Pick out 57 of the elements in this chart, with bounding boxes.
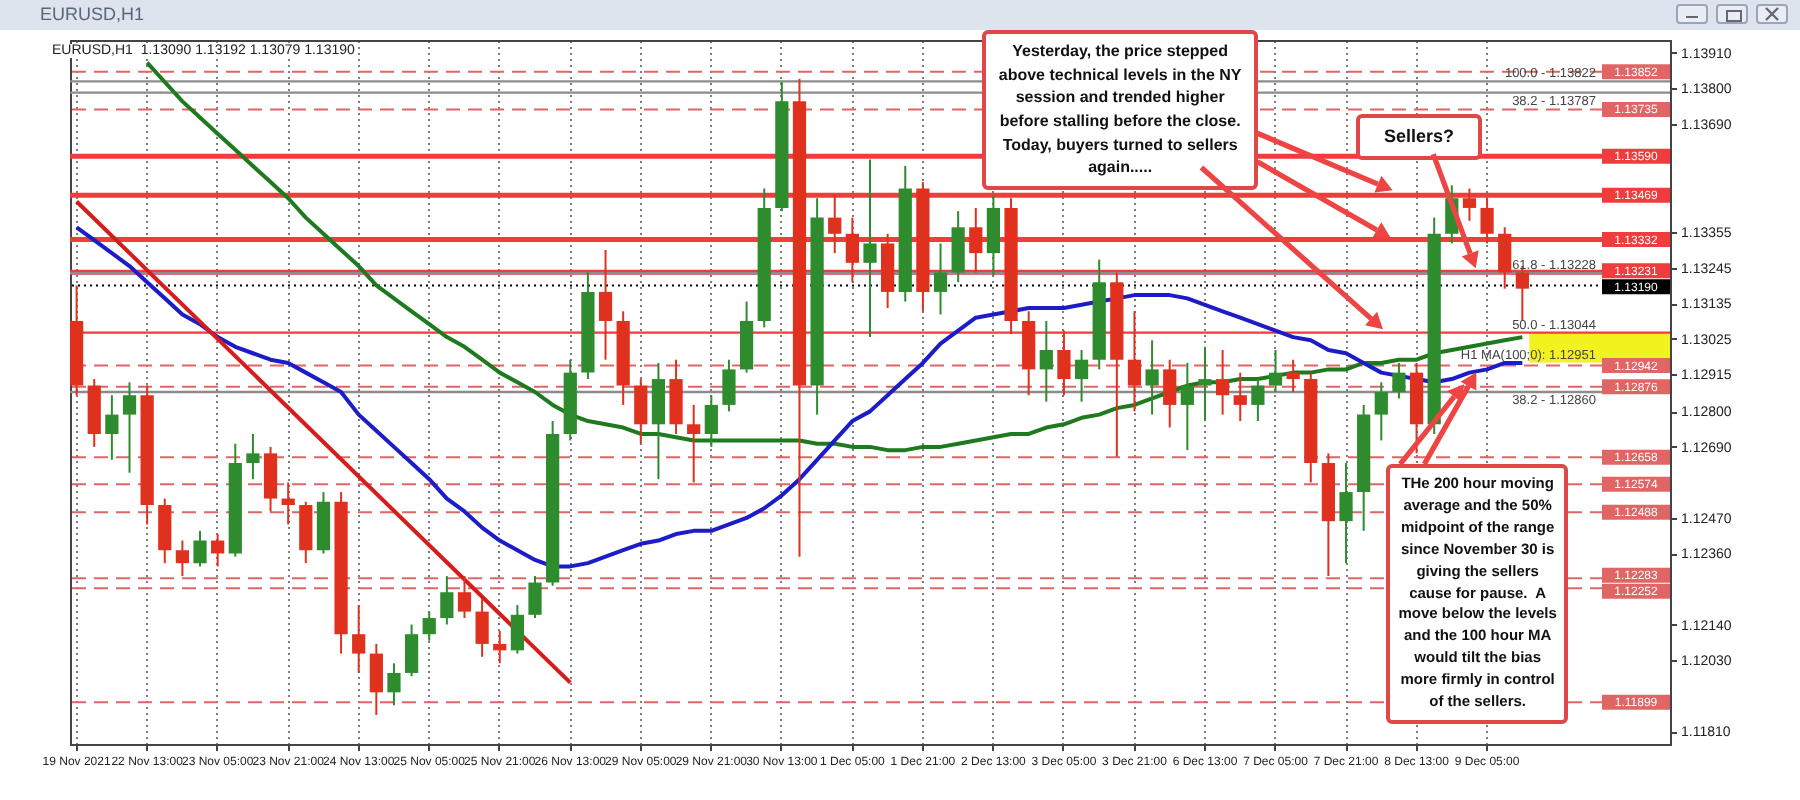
annotation: Yesterday, the price stepped above technical levels in the NY session and trended higher before stalling before the close. Today, buyers turned to sellers again..... xyxy=(982,30,1258,190)
candlestick xyxy=(299,500,313,565)
candlestick xyxy=(158,497,172,565)
candlestick xyxy=(704,394,718,448)
candlestick xyxy=(422,610,436,642)
candlestick xyxy=(598,248,613,361)
candlestick xyxy=(845,216,859,284)
candlestick xyxy=(634,378,648,445)
candlestick xyxy=(651,361,666,481)
candlestick xyxy=(404,623,419,678)
candlestick xyxy=(105,394,119,461)
candlestick xyxy=(1145,339,1159,416)
candlestick xyxy=(369,642,383,716)
candlestick xyxy=(687,403,701,484)
candlestick xyxy=(986,194,1001,277)
candlestick xyxy=(1462,187,1477,222)
candlestick xyxy=(263,445,278,513)
candlestick xyxy=(440,575,454,626)
candlestick xyxy=(1374,381,1388,442)
candlestick xyxy=(193,529,207,568)
candlestick xyxy=(387,662,401,707)
candlestick xyxy=(1074,349,1089,403)
candlestick xyxy=(1233,371,1247,423)
candlestick xyxy=(528,575,542,620)
candlestick xyxy=(1251,378,1265,423)
candlestick xyxy=(475,597,489,658)
candlestick xyxy=(1057,329,1071,397)
candlestick xyxy=(1198,345,1212,423)
candlestick xyxy=(828,194,842,255)
candlestick xyxy=(1127,310,1142,413)
candlestick xyxy=(1392,361,1406,400)
candlestick xyxy=(211,533,225,568)
candlestick xyxy=(1498,226,1512,290)
candlestick xyxy=(951,210,965,284)
candlestick xyxy=(1039,319,1053,403)
candlestick xyxy=(457,575,472,620)
candlestick xyxy=(493,629,507,665)
candlestick xyxy=(1286,358,1300,393)
candlestick xyxy=(246,432,260,481)
candlestick xyxy=(933,242,948,316)
annotation: Sellers? xyxy=(1355,114,1482,161)
candlestick xyxy=(669,358,683,435)
candlestick xyxy=(722,358,736,413)
candlestick xyxy=(1480,197,1494,245)
candlestick xyxy=(281,481,295,526)
candlestick xyxy=(863,158,877,339)
chart-title: EURUSD,H1 xyxy=(40,4,145,24)
candlestick xyxy=(969,206,983,274)
candlestick xyxy=(352,604,366,674)
candlestick xyxy=(1180,361,1194,452)
candlestick xyxy=(510,604,524,655)
candlestick xyxy=(1216,349,1230,416)
candlestick xyxy=(1163,358,1177,429)
candlestick xyxy=(1268,349,1283,393)
candlestick xyxy=(1339,462,1353,565)
candlestick xyxy=(175,539,190,578)
candlestick xyxy=(122,381,137,474)
